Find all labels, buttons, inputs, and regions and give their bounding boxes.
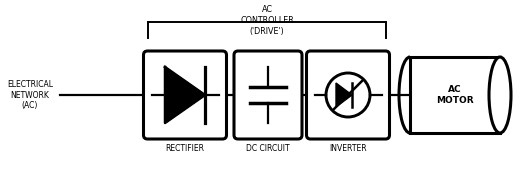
FancyBboxPatch shape <box>306 51 390 139</box>
Text: DC CIRCUIT: DC CIRCUIT <box>246 144 290 153</box>
Text: RECTIFIER: RECTIFIER <box>165 144 204 153</box>
Polygon shape <box>336 83 352 107</box>
Text: AC
CONTROLLER
('DRIVE'): AC CONTROLLER ('DRIVE') <box>240 5 294 36</box>
Text: INVERTER: INVERTER <box>329 144 367 153</box>
Text: ELECTRICAL
NETWORK
(AC): ELECTRICAL NETWORK (AC) <box>7 80 53 110</box>
Text: AC
MOTOR: AC MOTOR <box>436 85 474 105</box>
Ellipse shape <box>489 57 511 133</box>
Polygon shape <box>165 67 205 123</box>
FancyBboxPatch shape <box>144 51 227 139</box>
FancyBboxPatch shape <box>234 51 302 139</box>
Bar <box>410 57 500 133</box>
